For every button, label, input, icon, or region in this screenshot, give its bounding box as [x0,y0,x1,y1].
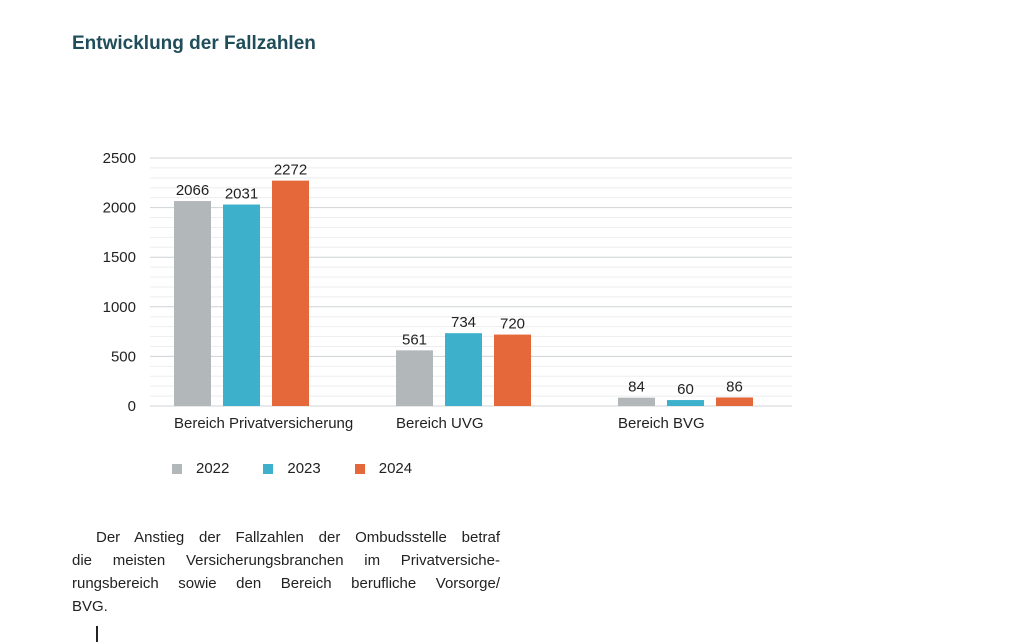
legend-label-2024: 2024 [378,460,413,477]
data-label: 84 [628,379,645,396]
data-label: 86 [726,378,743,395]
y-tick-label: 500 [111,348,136,365]
legend-swatch-2023 [263,463,274,474]
bar-2024 [716,397,753,406]
legend-label-2023: 2023 [287,460,321,477]
data-label: 734 [451,314,476,331]
text-cursor [96,626,98,642]
body-line: die meisten Versicherungsbranchen im Pri… [72,552,500,569]
legend-item-2024: 2024 [354,460,413,477]
bar-2022 [174,201,211,406]
y-tick-label: 2000 [103,200,136,217]
data-label: 2031 [225,186,258,203]
legend-swatch-2022 [172,463,182,474]
bar-2023 [667,400,704,406]
bar-chart: 0 500 1000 1500 2000 2500 2066 2031 2272 561 734 7… [103,150,792,432]
chart-legend: 2022 2023 2024 [172,460,412,477]
x-tick-label: Bereich UVG [396,415,484,432]
legend-item-2023: 2023 [263,460,321,477]
legend-item-2022: 2022 [172,460,229,477]
body-line: Der Anstieg der Fallzahlen der Ombudsste… [96,529,500,546]
y-tick-label: 0 [128,398,136,415]
y-axis-ticks: 0 500 1000 1500 2000 2500 [103,150,136,415]
body-line: rungsbereich sowie den Bereich beruflich… [72,575,500,592]
data-label: 561 [402,331,427,348]
bar-2023 [445,333,482,406]
x-tick-label: Bereich BVG [618,415,705,432]
x-axis-ticks: Bereich Privatversicherung Bereich UVG Ber… [174,415,705,432]
legend-swatch-2024 [354,463,365,474]
data-labels: 2066 2031 2272 561 734 720 84 60 86 [176,162,743,398]
body-paragraph: Der Anstieg der Fallzahlen der Ombudsste… [72,526,500,618]
data-label: 720 [500,316,525,333]
data-label: 2272 [274,162,307,179]
legend-label-2022: 2022 [196,460,230,477]
body-line: BVG. [72,598,108,615]
bars [174,180,753,406]
y-tick-label: 2500 [103,150,136,167]
data-label: 2066 [176,182,209,199]
data-label: 60 [677,381,694,398]
y-tick-label: 1000 [103,299,136,316]
bar-2022 [396,350,433,406]
bar-2023 [223,204,260,406]
bar-2024 [494,334,531,406]
page-title: Entwicklung der Fallzahlen [72,33,316,54]
x-tick-label: Bereich Privatversicherung [174,415,353,432]
bar-2022 [618,397,655,406]
bar-2024 [272,180,309,406]
y-tick-label: 1500 [103,249,136,266]
